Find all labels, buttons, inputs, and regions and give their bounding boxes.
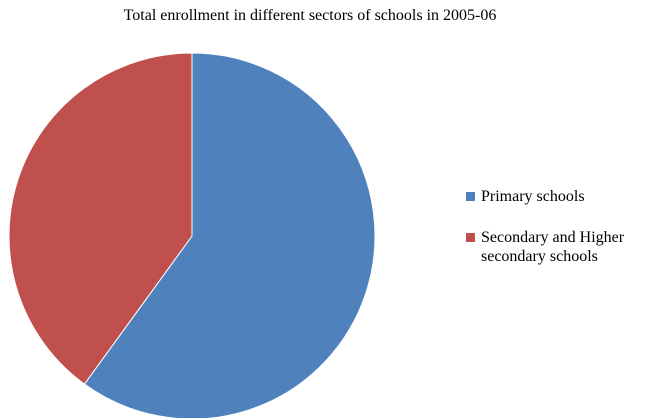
legend-label-primary: Primary schools xyxy=(481,188,585,205)
chart-legend: Primary schools Secondary and Higher sec… xyxy=(466,187,669,266)
chart-title: Total enrollment in different sectors of… xyxy=(123,7,497,24)
legend-label-secondary: Secondary and Higher secondary schools xyxy=(481,229,625,265)
legend-item-primary: Primary schools xyxy=(466,187,669,206)
pie-slice-secondary xyxy=(8,52,193,385)
legend-swatch-secondary xyxy=(466,233,475,242)
legend-swatch-primary xyxy=(466,192,475,201)
legend-item-secondary: Secondary and Higher secondary schools xyxy=(466,228,669,266)
pie-slice-primary xyxy=(83,52,376,418)
